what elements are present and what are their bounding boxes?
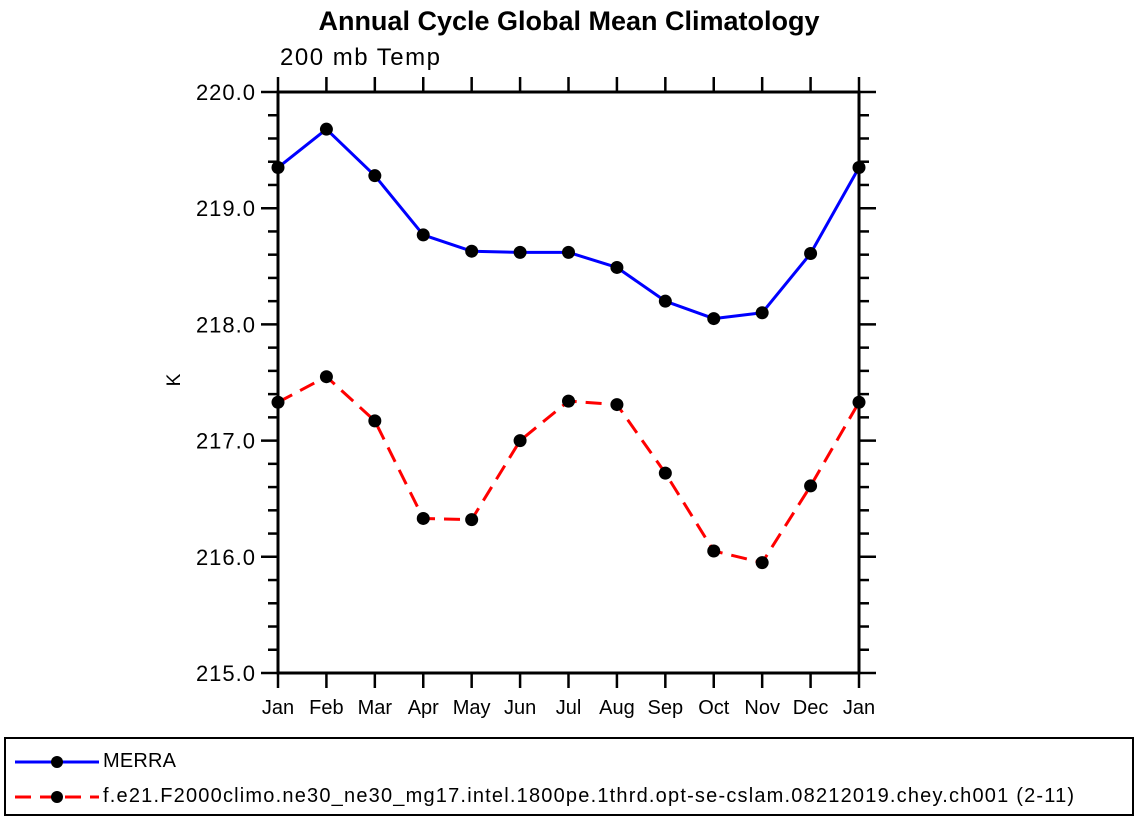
- y-tick-label: 218.0: [196, 312, 256, 337]
- x-tick-label: May: [453, 697, 491, 719]
- legend-label-merra: MERRA: [103, 750, 177, 772]
- series-1-marker: [658, 466, 672, 480]
- series-1-marker: [610, 398, 624, 412]
- series-0-marker: [368, 169, 382, 183]
- y-tick-label: 217.0: [196, 429, 256, 454]
- legend-label-model-run: f.e21.F2000climo.ne30_ne30_mg17.intel.18…: [103, 785, 1076, 807]
- legend-box: MERRA f.e21.F2000climo.ne30_ne30_mg17.in…: [4, 737, 1134, 816]
- series-0-marker: [271, 161, 285, 175]
- chart-subtitle: 200 mb Temp: [280, 44, 442, 71]
- chart-title: Annual Cycle Global Mean Climatology: [318, 6, 820, 36]
- series-1-marker: [513, 434, 527, 448]
- legend-entry-model-run: f.e21.F2000climo.ne30_ne30_mg17.intel.18…: [13, 779, 1132, 814]
- series-0-marker: [852, 161, 866, 175]
- x-tick-label: Jan: [262, 697, 294, 719]
- legend-swatch-solid-line-dot: [15, 755, 99, 768]
- y-tick-label: 216.0: [196, 545, 256, 570]
- series-0-marker: [755, 306, 769, 320]
- series-0-marker: [319, 122, 333, 136]
- series-0-marker: [465, 244, 479, 258]
- series-0-marker: [804, 247, 818, 261]
- y-tick-label: 220.0: [196, 80, 256, 105]
- series-1-marker: [707, 544, 721, 558]
- series-1-marker: [852, 395, 866, 409]
- x-tick-label: Oct: [698, 697, 730, 719]
- x-tick-label: Mar: [358, 697, 393, 719]
- series-1-marker: [562, 394, 575, 408]
- x-tick-label: Feb: [309, 697, 343, 719]
- series-1-marker: [804, 479, 818, 493]
- x-tick-label: Dec: [793, 697, 829, 719]
- x-tick-label: Jun: [504, 697, 536, 719]
- legend-entry-merra: MERRA: [13, 744, 1132, 779]
- series-1-marker: [416, 511, 430, 525]
- series-1-marker: [271, 395, 285, 409]
- series-1-marker: [465, 513, 479, 527]
- series-0-marker: [707, 312, 721, 326]
- series-0-marker: [513, 245, 527, 259]
- series-0-marker: [416, 228, 430, 242]
- x-tick-label: Jul: [556, 697, 582, 719]
- series-0-marker: [562, 245, 575, 259]
- y-tick-label: 215.0: [196, 661, 256, 686]
- x-tick-label: Aug: [599, 697, 635, 719]
- x-tick-label: Sep: [648, 697, 684, 719]
- series-0-marker: [610, 260, 624, 274]
- series-0-marker: [658, 294, 672, 308]
- series-1-marker: [319, 370, 333, 384]
- x-tick-label: Apr: [408, 697, 439, 719]
- legend-swatch-dashed-line-dot: [15, 790, 99, 803]
- series-line-0: [277, 127, 861, 321]
- x-tick-label: Nov: [744, 697, 780, 719]
- y-tick-label: 219.0: [196, 196, 256, 221]
- plot-frame: [276, 90, 861, 675]
- x-tick-label: Jan: [843, 697, 875, 719]
- series-1-marker: [368, 414, 382, 428]
- annual-cycle-line-chart: 215.0 216.0 217.0 218.0 219.0 220.0 Jan Feb Mar A…: [196, 77, 876, 719]
- series-1-marker: [755, 556, 769, 570]
